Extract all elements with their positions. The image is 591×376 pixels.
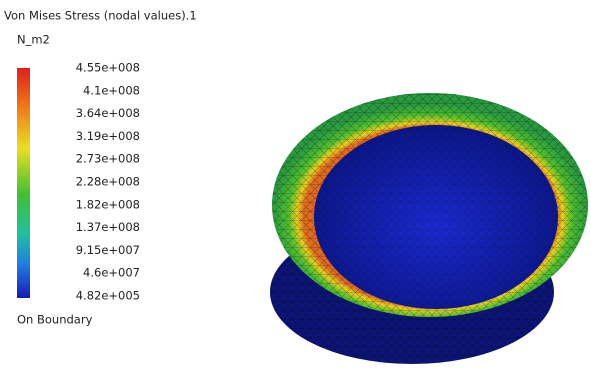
screenshot: Von Mises Stress (nodal values).1 N_m2 O… [0, 0, 591, 376]
legend-label: 3.64e+008 [76, 106, 140, 120]
color-bar [17, 68, 30, 298]
model [270, 93, 588, 364]
legend-label: 3.19e+008 [76, 129, 140, 143]
footer-label: On Boundary [17, 313, 93, 327]
cavity-mesh [314, 125, 558, 309]
legend-label: 1.37e+008 [76, 220, 140, 234]
legend-label: 4.82e+005 [76, 289, 140, 303]
result-title: Von Mises Stress (nodal values).1 [4, 9, 197, 23]
unit-label: N_m2 [17, 33, 50, 47]
legend-label: 4.1e+008 [83, 83, 140, 97]
legend-label: 1.82e+008 [76, 197, 140, 211]
viewport: Von Mises Stress (nodal values).1 N_m2 O… [0, 0, 591, 376]
legend-label: 9.15e+007 [76, 243, 140, 257]
legend-label: 4.6e+007 [83, 266, 140, 280]
legend-label: 2.73e+008 [76, 152, 140, 166]
legend-label: 4.55e+008 [76, 61, 140, 75]
legend-label: 2.28e+008 [76, 175, 140, 189]
